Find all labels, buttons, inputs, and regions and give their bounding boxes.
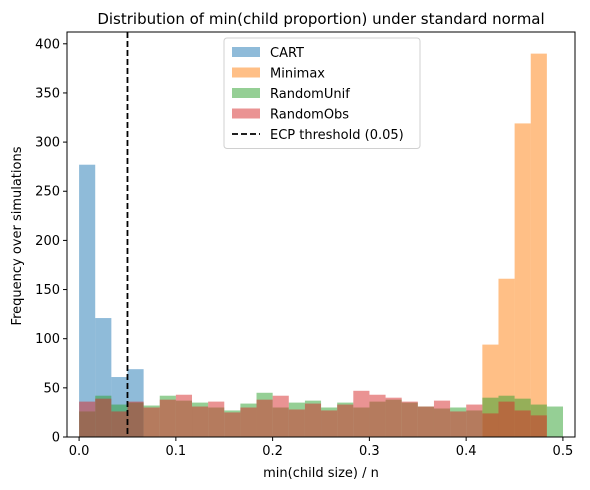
legend-swatch-minimax — [232, 67, 260, 78]
y-tick-label: 0 — [52, 431, 60, 446]
chart-title: Distribution of min(child proportion) un… — [97, 10, 544, 28]
bar-randomobs-24 — [466, 404, 483, 437]
bar-randomobs-9 — [224, 412, 241, 437]
bar-randomobs-26 — [498, 401, 515, 437]
bar-randomobs-2 — [111, 411, 128, 437]
bar-randomobs-1 — [95, 398, 112, 437]
legend-label-threshold: ECP threshold (0.05) — [270, 128, 404, 143]
legend-box — [223, 37, 421, 149]
y-axis-label: Frequency over simulations — [10, 146, 25, 325]
bar-randomobs-10 — [240, 407, 257, 437]
y-tick-label: 150 — [35, 283, 60, 298]
bar-randomobs-5 — [159, 399, 176, 437]
bar-minimax-27 — [514, 123, 531, 437]
legend: CART Minimax RandomUnif RandomObs ECP thresh… — [223, 37, 421, 149]
bar-randomobs-18 — [369, 394, 386, 437]
x-tick-label: 0.0 — [69, 444, 90, 459]
bar-randomobs-6 — [175, 394, 193, 437]
legend-label-randomunif: RandomUnif — [270, 87, 350, 102]
bar-randomobs-14 — [304, 403, 322, 437]
plot-frame — [66, 31, 576, 438]
bar-randomobs-16 — [337, 404, 354, 437]
legend-label-cart: CART — [270, 46, 304, 61]
y-tick-label: 50 — [43, 381, 60, 396]
legend-swatch-randomunif — [232, 88, 260, 98]
bar-randomobs-22 — [433, 400, 451, 437]
y-tick-label: 350 — [35, 86, 60, 101]
bar-randomobs-11 — [256, 399, 273, 437]
bar-randomobs-8 — [208, 401, 225, 437]
legend-label-minimax: Minimax — [270, 67, 325, 82]
x-axis-label: min(child size) / n — [263, 466, 379, 481]
bar-randomobs-15 — [321, 410, 338, 437]
x-tick-label: 0.5 — [553, 444, 574, 459]
plot-area — [79, 32, 564, 438]
bar-randomobs-21 — [417, 406, 434, 437]
axes: 0.0 0.1 0.2 0.3 0.4 0.5 0 50 100 150 200 250 300 350 4… — [35, 31, 576, 459]
bar-randomobs-25 — [482, 413, 499, 437]
bar-randomobs-3 — [127, 401, 144, 437]
legend-swatch-cart — [232, 47, 260, 57]
bar-randomobs-13 — [288, 409, 305, 437]
y-tick-label: 200 — [35, 234, 60, 249]
bar-randomobs-20 — [401, 401, 418, 437]
y-tick-label: 100 — [35, 332, 60, 347]
bar-randomobs-7 — [192, 406, 209, 437]
x-tick-label: 0.1 — [166, 444, 187, 459]
y-tick-label: 300 — [35, 136, 60, 151]
bar-randomobs-27 — [514, 410, 531, 437]
bar-randomobs-23 — [450, 411, 467, 437]
bar-randomobs-17 — [353, 390, 370, 437]
bar-minimax-28 — [530, 53, 547, 437]
bar-randomobs-0 — [79, 401, 96, 437]
series-minimax — [482, 53, 547, 437]
bar-randomobs-12 — [272, 395, 289, 437]
x-tick-label: 0.4 — [456, 444, 477, 459]
x-tick-label: 0.2 — [262, 444, 283, 459]
bar-randomunif-29 — [546, 406, 564, 437]
y-tick-label: 400 — [35, 37, 60, 52]
series-randomobs — [79, 390, 547, 437]
bar-randomobs-28 — [530, 415, 547, 437]
y-tick-label: 250 — [35, 185, 60, 200]
bar-randomobs-4 — [143, 407, 160, 437]
bar-cart-0 — [79, 164, 96, 438]
legend-swatch-randomobs — [232, 108, 260, 119]
bar-randomobs-19 — [385, 397, 402, 437]
legend-label-randomobs: RandomObs — [270, 108, 349, 123]
x-tick-label: 0.3 — [359, 444, 380, 459]
